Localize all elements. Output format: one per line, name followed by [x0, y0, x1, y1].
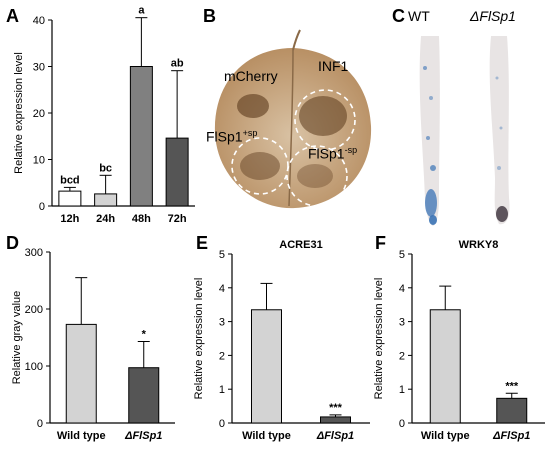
chart-panel-d: 0 100 200 300 Relative gray value Wild type * Δ…	[11, 247, 175, 442]
panel-d-y-label: Relative gray value	[11, 291, 23, 385]
panel-letter-e: E	[196, 233, 209, 253]
root-mutant-tip	[496, 206, 508, 222]
root-mutant-stain	[495, 76, 503, 170]
panel-e-y-tick-label: 1	[219, 384, 225, 396]
leaf-midrib	[288, 49, 294, 207]
leaf-petiole	[292, 29, 301, 51]
root-wt-stain	[423, 66, 437, 225]
roots-photo	[419, 36, 510, 226]
label-wt: WT	[408, 8, 430, 24]
panel-f-y-tick-label: 3	[399, 317, 405, 329]
lesion-flsp1-plus	[240, 152, 280, 180]
panel-a-category-label: 12h	[60, 213, 79, 225]
panel-a-y-label: Relative expression level	[13, 52, 25, 174]
panel-a-category-label: 24h	[96, 213, 115, 225]
panel-a-y-tick-label: 10	[33, 155, 45, 167]
leaf-blade	[214, 48, 372, 209]
panel-a-y-tick-label: 30	[33, 62, 45, 74]
panel-a-sig-label: bcd	[60, 174, 80, 186]
infiltration-circle-inf1	[294, 89, 356, 151]
panel-a-y-tick-label: 20	[33, 108, 45, 120]
infiltration-circle-flsp1-plus	[231, 137, 289, 195]
lesion-mcherry	[237, 94, 269, 118]
lesion-flsp1-minus	[297, 164, 333, 188]
panel-f-category-label: Wild type	[421, 430, 470, 442]
panel-e-category-label: Wild type	[242, 430, 291, 442]
lesion-inf1	[299, 96, 347, 136]
panel-a-y-tick-label: 0	[39, 201, 45, 213]
leaf-photo	[214, 29, 372, 209]
label-flsp1-plus: FlSp1+sp	[206, 128, 257, 145]
panel-a-sig-label: bc	[99, 162, 112, 174]
panel-f-y-tick-label: 5	[399, 249, 405, 261]
panel-f-bar	[429, 309, 461, 424]
label-flsp1-plus-sup: +sp	[242, 128, 258, 138]
panel-a-bar	[58, 190, 82, 207]
panel-d-category-label: Wild type	[57, 430, 106, 442]
panel-e-y-tick-label: 3	[219, 317, 225, 329]
panel-d-y-tick-label: 100	[25, 361, 43, 373]
panel-d-y-tick-label: 200	[25, 304, 43, 316]
panel-e-bar	[251, 309, 282, 424]
panel-d-sig-label: *	[142, 328, 147, 340]
label-inf1: INF1	[318, 58, 349, 74]
panel-d-y-tick-label: 0	[37, 418, 43, 430]
panel-d-y-tick-label: 300	[25, 247, 43, 259]
panel-f-y-label: Relative expression level	[373, 278, 385, 400]
panel-letter-f: F	[375, 233, 386, 253]
chart-panel-f: 0 1 2 3 4 5 Relative expression level WRKY8 Wild…	[373, 239, 545, 442]
panel-d-category-label: ΔFlSp1	[124, 430, 162, 442]
panel-a-category-label: 48h	[132, 213, 151, 225]
panel-a-y-tick-label: 40	[33, 15, 45, 27]
panel-f-title: WRKY8	[459, 239, 499, 251]
label-mcherry: mCherry	[224, 68, 278, 84]
panel-e-bar	[320, 416, 351, 424]
panel-letter-a: A	[6, 6, 19, 26]
panel-f-sig-label: ***	[505, 380, 519, 392]
chart-panel-e: 0 1 2 3 4 5 Relative expression level ACRE31 Wil…	[193, 239, 370, 442]
panel-f-y-tick-label: 1	[399, 384, 405, 396]
panel-f-y-tick-label: 0	[399, 418, 405, 430]
root-wt	[419, 36, 440, 226]
infiltration-circle-flsp1-minus	[286, 145, 348, 207]
panel-d-bar	[128, 367, 160, 424]
panel-e-y-tick-label: 5	[219, 249, 225, 261]
panel-e-title: ACRE31	[279, 239, 322, 251]
panel-letter-c: C	[392, 6, 405, 26]
panel-e-sig-label: ***	[329, 402, 343, 414]
panel-a-sig-label: ab	[171, 58, 184, 70]
panel-e-y-tick-label: 4	[219, 283, 225, 295]
panel-f-bar	[496, 397, 528, 424]
panel-letter-b: B	[203, 6, 216, 26]
panel-letter-d: D	[6, 233, 19, 253]
panel-e-y-label: Relative expression level	[193, 278, 205, 400]
panel-a-sig-label: a	[138, 5, 145, 17]
panel-e-category-label: ΔFlSp1	[316, 430, 354, 442]
panel-d-bar	[65, 323, 97, 424]
panel-f-category-label: ΔFlSp1	[492, 430, 530, 442]
label-mutant: ΔFlSp1	[470, 8, 516, 24]
label-flsp1-minus-sup: -sp	[344, 145, 358, 155]
panel-e-y-tick-label: 0	[219, 418, 225, 430]
panel-a-category-label: 72h	[168, 213, 187, 225]
panel-a-bar	[129, 66, 153, 207]
panel-a-bar	[94, 193, 118, 207]
label-flsp1-plus-text: FlSp1	[206, 128, 243, 145]
panel-a-bar	[165, 137, 189, 207]
panel-e-y-tick-label: 2	[219, 350, 225, 362]
chart-panel-a: 0 10 20 30 40 Relative expression level bcd 12h…	[13, 5, 195, 225]
label-flsp1-minus-text: FlSp1	[308, 145, 345, 162]
panel-f-y-tick-label: 4	[399, 283, 405, 295]
label-flsp1-minus: FlSp1-sp	[308, 145, 357, 162]
panel-f-y-tick-label: 2	[399, 350, 405, 362]
root-mutant	[489, 36, 510, 225]
